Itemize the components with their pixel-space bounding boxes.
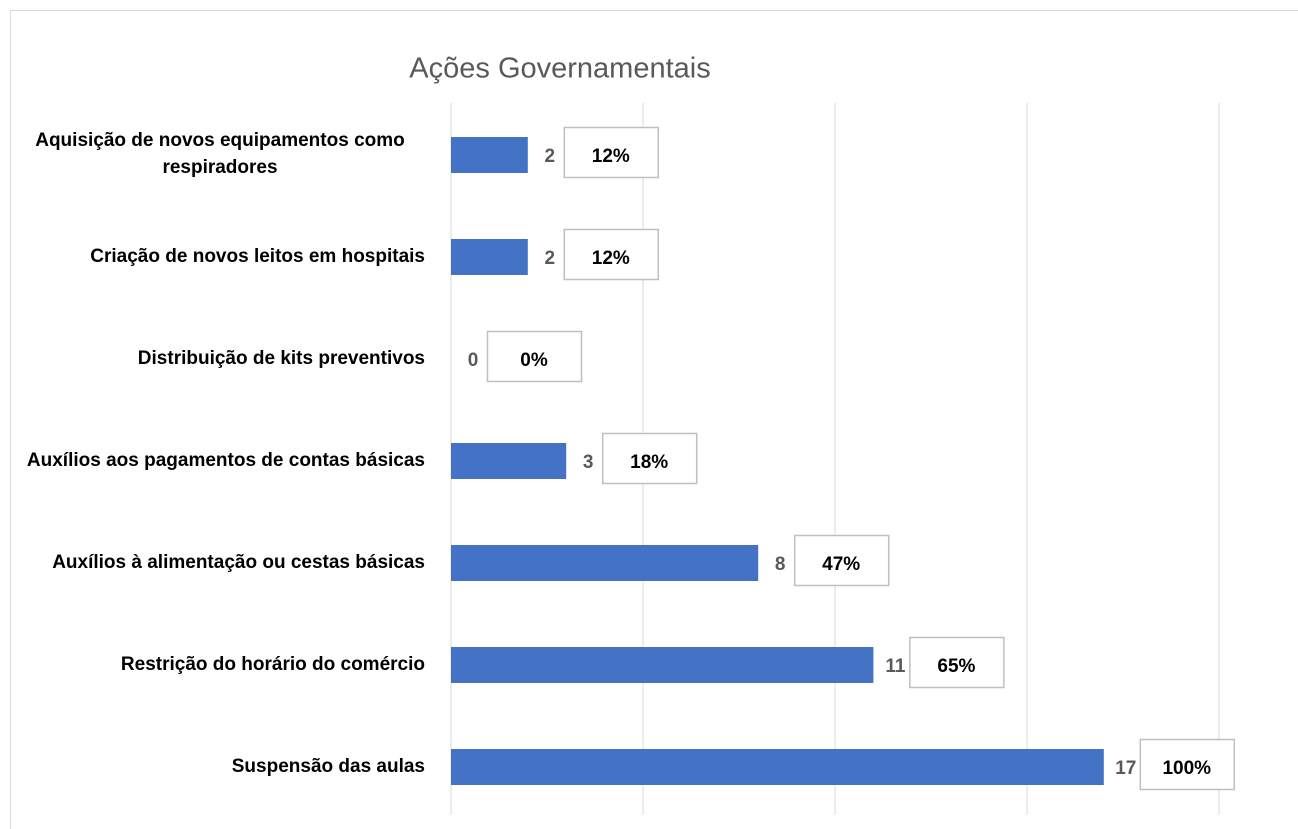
percentage-label: 12% [592, 146, 630, 167]
percentage-label: 18% [630, 452, 668, 473]
value-label: 8 [775, 554, 786, 575]
percentage-label-box [601, 432, 698, 485]
percentage-label-box [1139, 738, 1236, 791]
category-label-box: Auxílios aos pagamentos de contas básica… [10, 416, 425, 506]
percentage-label: 47% [822, 554, 860, 575]
chart-title: Ações Governamentais [409, 53, 710, 85]
percentage-label-box [486, 330, 583, 383]
bar [451, 443, 567, 479]
value-label: 3 [583, 452, 594, 473]
percentage-label-box [909, 636, 1005, 689]
bar [451, 137, 528, 173]
category-label: Distribuição de kits preventivos [137, 347, 425, 369]
chart-border [10, 10, 1298, 829]
category-label: Auxílios à alimentação ou cestas básicas [52, 551, 425, 573]
category-label: Auxílios aos pagamentos de contas básica… [26, 449, 425, 471]
bar [451, 749, 1104, 785]
percentage-label-box [563, 126, 660, 179]
category-label-box: Suspensão das aulas [10, 722, 425, 812]
percentage-label: 100% [1162, 758, 1211, 779]
bar [451, 239, 528, 275]
value-label: 2 [545, 248, 556, 269]
category-label: Suspensão das aulas [231, 755, 425, 777]
value-label: 0 [468, 350, 479, 371]
category-label-box: Distribuição de kits preventivos [10, 314, 425, 404]
percentage-label-box [793, 534, 890, 587]
category-label-box: Aquisição de novos equipamentos como res… [10, 110, 425, 200]
category-label-box: Auxílios à alimentação ou cestas básicas [10, 518, 425, 608]
value-label: 2 [545, 146, 556, 167]
percentage-label-box [563, 228, 660, 281]
percentage-label: 0% [520, 350, 548, 371]
category-label: Restrição do horário do comércio [120, 653, 425, 675]
category-label-box: Restrição do horário do comércio [10, 620, 425, 710]
value-label: 17 [1115, 758, 1136, 779]
bar [451, 545, 759, 581]
value-label: 11 [885, 656, 906, 677]
percentage-label: 65% [937, 656, 975, 677]
category-label-box: Criação de novos leitos em hospitais [10, 212, 425, 302]
percentage-label: 12% [592, 248, 630, 269]
category-label: Aquisição de novos equipamentos como res… [35, 130, 405, 178]
bar [451, 647, 874, 683]
category-label: Criação de novos leitos em hospitais [90, 245, 425, 267]
